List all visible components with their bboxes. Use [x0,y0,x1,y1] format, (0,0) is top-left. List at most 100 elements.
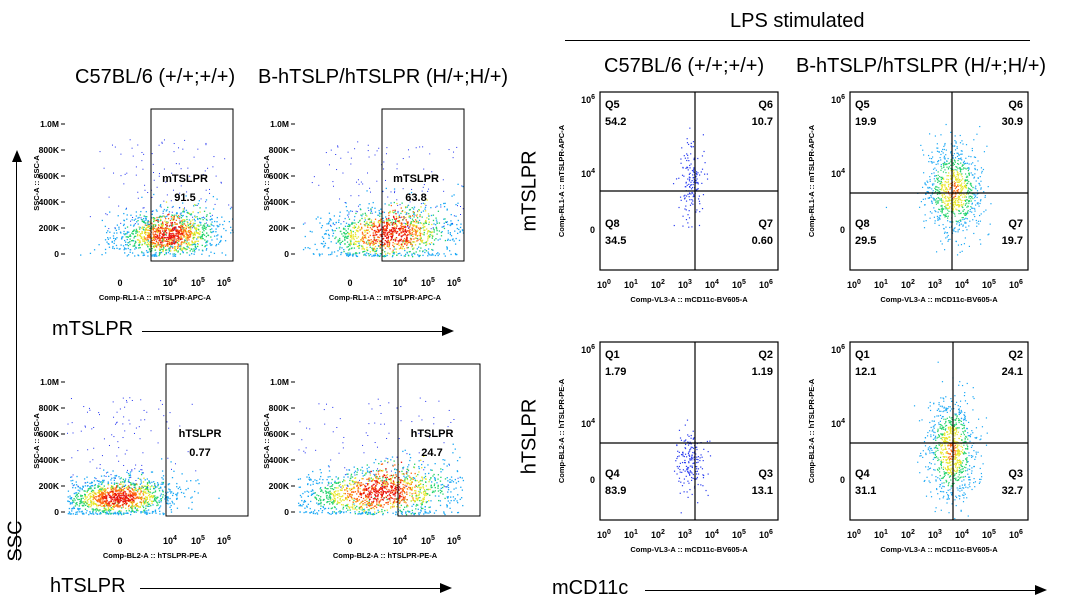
event-point [428,230,430,232]
event-point [347,231,349,234]
event-point [353,497,355,500]
event-point [402,158,404,160]
event-point [148,223,151,226]
event-point [201,217,203,219]
event-point [167,214,169,216]
event-point [132,245,134,247]
event-point [382,255,384,257]
event-point [131,506,133,508]
event-point [169,219,172,222]
event-point [349,236,352,238]
event-point [175,227,177,229]
event-point [401,513,403,515]
event-point [104,489,106,491]
event-point [391,211,394,213]
event-point [123,464,125,466]
event-point [154,220,156,222]
event-point [374,242,376,244]
event-point [115,482,118,485]
event-point [323,504,325,506]
event-point [80,497,82,500]
event-point [350,229,352,232]
event-point [415,231,418,233]
event-point [418,484,420,486]
event-point [189,226,191,228]
event-point [418,254,420,257]
event-point [163,236,166,239]
event-point [135,211,138,213]
event-point [419,215,421,218]
event-point [164,215,166,218]
event-point [419,232,421,234]
event-point [105,503,108,505]
event-point [340,253,342,256]
event-point [370,491,372,494]
event-point [187,451,189,453]
event-point [152,504,154,506]
event-point [213,235,216,237]
event-point [160,226,162,228]
event-point [325,230,327,232]
event-point [180,235,182,237]
event-point [168,239,171,241]
event-point [112,498,114,501]
event-point [123,480,126,482]
event-point [333,511,336,513]
event-point [135,228,138,231]
event-point [349,239,351,241]
event-point [109,496,112,498]
event-point [446,246,448,248]
event-point [362,247,364,249]
event-point [364,474,366,476]
event-point [142,168,144,170]
event-point [352,243,355,245]
event-point [189,230,192,232]
event-point [418,513,420,516]
event-point [424,251,426,254]
event-point [123,416,125,418]
event-point [160,400,162,402]
event-point [137,489,139,491]
y-tick-label: 1.0M [40,377,59,387]
event-point [106,214,108,216]
event-point [414,228,416,231]
event-point [210,244,212,247]
event-point [351,238,353,240]
event-point [402,216,405,218]
event-point [93,509,95,511]
event-point [373,225,376,227]
event-point [86,496,88,498]
event-point [141,496,143,498]
event-point [85,512,87,514]
event-point [145,492,147,495]
event-point [373,234,375,237]
event-point [147,488,149,491]
event-point [342,227,345,229]
event-point [210,251,212,253]
event-point [164,216,167,218]
event-point [135,511,137,513]
event-point [198,482,200,485]
event-point [206,214,208,216]
event-point [380,499,382,501]
event-point [338,248,341,250]
event-point [380,235,382,238]
event-point [100,483,103,486]
event-point [307,491,310,493]
event-point [353,486,355,488]
event-point [147,191,149,193]
event-point [446,496,448,498]
event-point [167,245,169,247]
event-point [159,234,161,237]
event-point [146,496,148,498]
event-point [144,419,146,421]
event-point [156,498,158,500]
event-point [109,511,111,513]
event-point [187,221,189,224]
event-point [379,247,381,249]
event-point [173,470,175,472]
event-point [364,501,366,504]
event-point [87,449,89,451]
event-point [430,254,433,256]
x-tick-label: 105 [421,535,435,546]
